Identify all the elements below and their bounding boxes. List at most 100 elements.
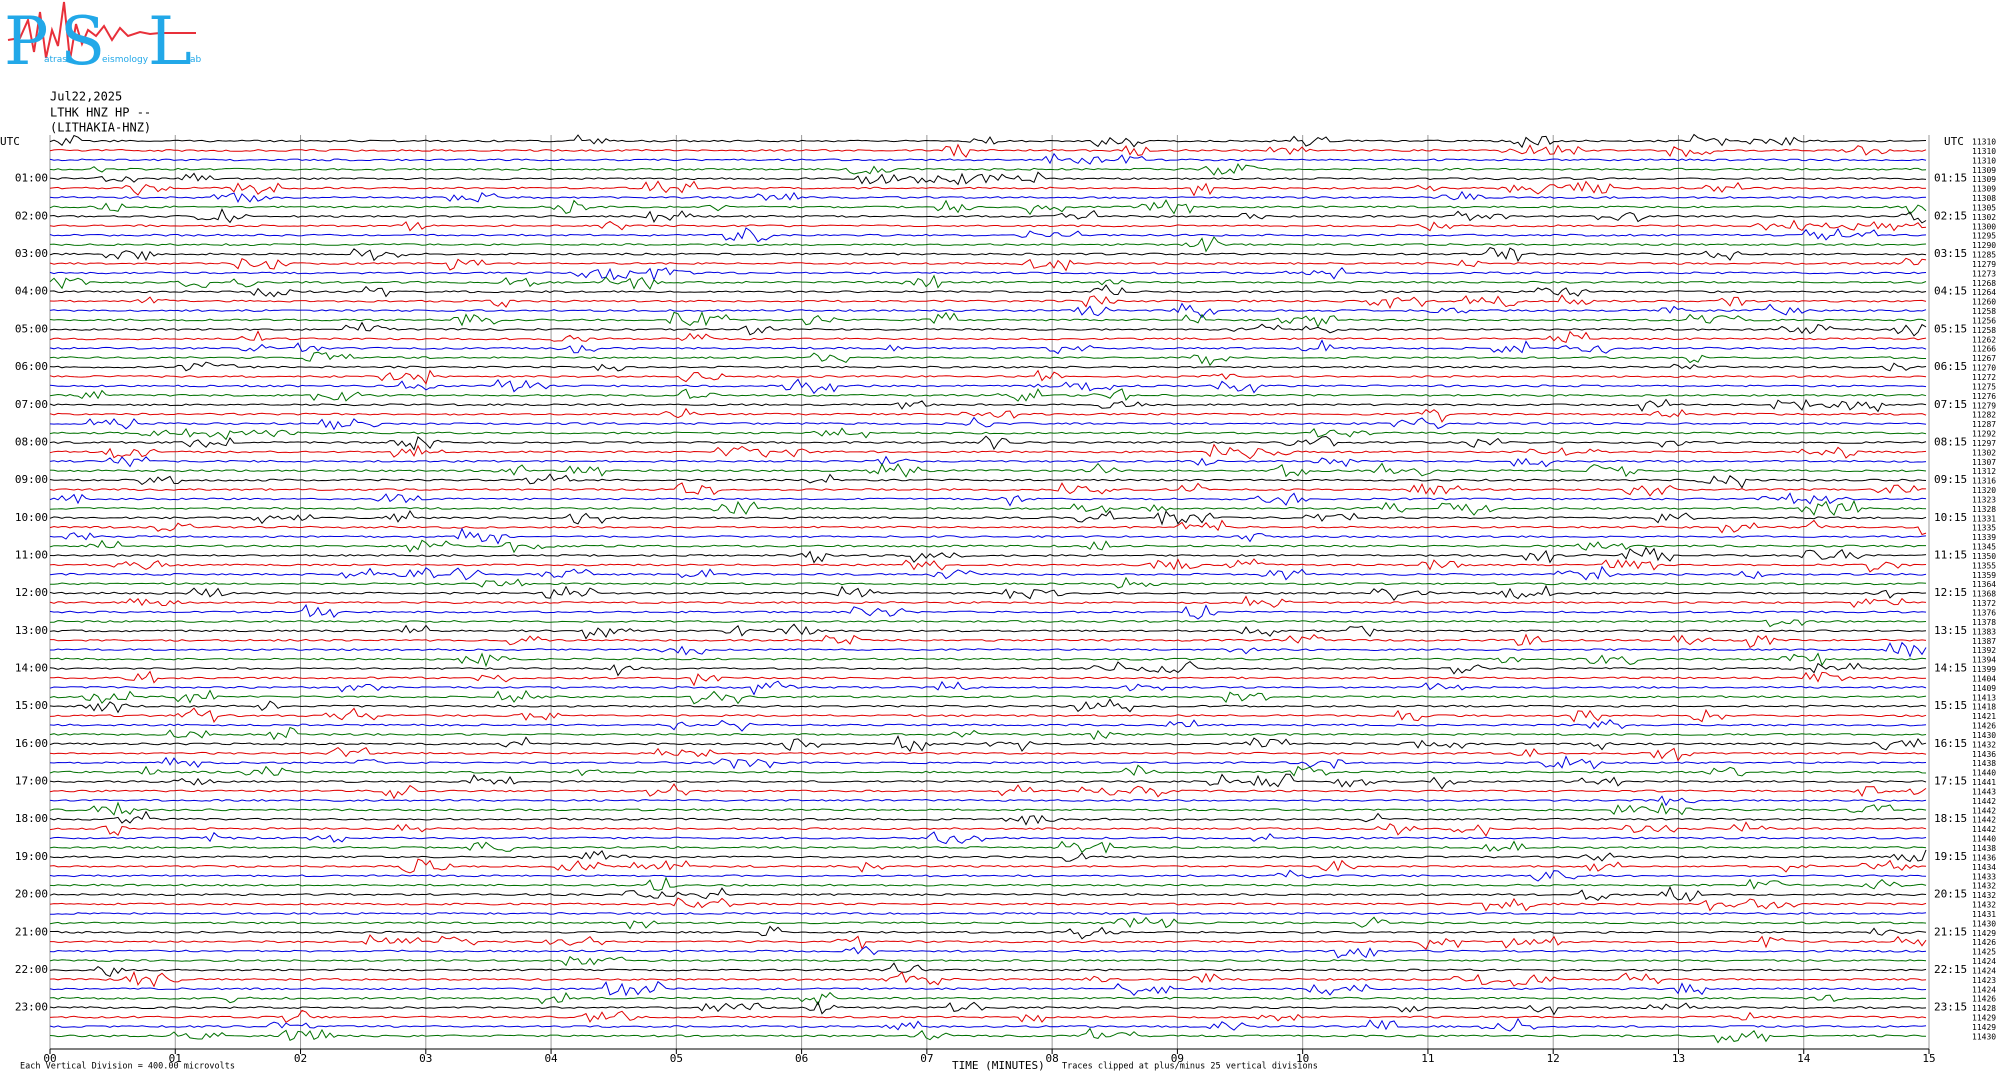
trace — [50, 641, 1927, 658]
left-hour-label: 14:00 — [15, 662, 48, 675]
x-tick-label: 09 — [1171, 1052, 1184, 1065]
trace-count: 11432 — [1972, 740, 1996, 749]
left-hour-label: 03:00 — [15, 247, 48, 260]
trace — [49, 539, 1926, 554]
trace-count: 11433 — [1972, 872, 1996, 881]
trace — [49, 284, 1927, 298]
x-tick-label: 07 — [920, 1052, 933, 1065]
trace — [49, 407, 1927, 423]
trace — [49, 378, 1927, 395]
trace — [49, 821, 1927, 837]
trace-count: 11372 — [1972, 599, 1996, 608]
trace-count: 11350 — [1972, 552, 1996, 561]
trace-count: 11394 — [1972, 656, 1996, 665]
trace-count: 11383 — [1972, 627, 1996, 636]
x-tick-label: 01 — [169, 1052, 182, 1065]
scale-note: Each Vertical Division = 400.00 microvol… — [20, 1062, 235, 1072]
trace — [49, 180, 1927, 197]
trace — [49, 698, 1927, 714]
trace-count: 11287 — [1972, 420, 1996, 429]
trace — [49, 795, 1927, 807]
trace-count: 11302 — [1972, 213, 1996, 222]
trace — [49, 321, 1927, 337]
trace-count: 11273 — [1972, 269, 1996, 278]
x-tick-label: 03 — [419, 1052, 432, 1065]
right-hour-label: 09:15 — [1934, 473, 1967, 486]
left-hour-label: 16:00 — [15, 737, 48, 750]
logo-letter: P — [4, 3, 48, 80]
trace-count: 11404 — [1972, 674, 1996, 683]
trace-count: 11409 — [1972, 684, 1996, 693]
date: Jul22,2025 — [50, 90, 122, 104]
trace-count: 11295 — [1972, 232, 1996, 241]
trace-count: 11345 — [1972, 543, 1996, 552]
trace-count: 11285 — [1972, 251, 1996, 260]
trace — [49, 546, 1927, 564]
trace — [49, 152, 1927, 165]
trace — [49, 897, 1927, 912]
trace — [49, 810, 1927, 826]
logo-word: atras — [44, 55, 67, 65]
trace — [49, 576, 1927, 589]
trace-count: 11443 — [1972, 787, 1996, 796]
right-hour-label: 01:15 — [1934, 172, 1967, 185]
left-hour-label: 10:00 — [15, 511, 48, 524]
trace — [49, 236, 1927, 253]
clip-note: Traces clipped at plus/minus 25 vertical… — [1062, 1062, 1318, 1072]
trace-count: 11258 — [1972, 307, 1996, 316]
trace — [50, 934, 1927, 951]
trace-count: 11331 — [1972, 514, 1996, 523]
trace-count: 11432 — [1972, 901, 1996, 910]
trace — [49, 163, 1927, 176]
x-tick-label: 14 — [1797, 1052, 1811, 1065]
trace-count: 11279 — [1972, 401, 1996, 410]
trace-count: 11359 — [1972, 571, 1996, 580]
trace-count: 11323 — [1972, 495, 1996, 504]
right-hour-label: 19:15 — [1934, 850, 1967, 863]
x-tick-label: 06 — [795, 1052, 808, 1065]
trace-count: 11256 — [1972, 316, 1996, 325]
left-axis-title: UTC — [0, 135, 20, 148]
logo-letter: S — [60, 3, 105, 80]
trace — [49, 980, 1927, 997]
trace-count: 11316 — [1972, 477, 1996, 486]
trace-count: 11312 — [1972, 467, 1996, 476]
x-tick-label: 15 — [1922, 1052, 1935, 1065]
trace — [49, 858, 1927, 874]
trace-count: 11428 — [1972, 1004, 1996, 1013]
trace — [49, 219, 1927, 232]
left-hour-label: 04:00 — [15, 285, 48, 298]
trace — [49, 427, 1927, 441]
trace — [49, 499, 1927, 516]
trace-count: 11440 — [1972, 769, 1996, 778]
x-tick-label: 04 — [544, 1052, 558, 1065]
trace — [49, 247, 1927, 263]
logo-squiggle — [7, 1, 196, 61]
right-hour-label: 15:15 — [1934, 699, 1967, 712]
trace-count: 11290 — [1972, 241, 1996, 250]
trace-count: 11310 — [1972, 138, 1996, 147]
trace — [50, 925, 1927, 940]
left-hour-label: 18:00 — [15, 812, 48, 825]
trace — [49, 267, 1927, 282]
trace-count: 11426 — [1972, 995, 1996, 1004]
trace-count: 11442 — [1972, 797, 1996, 806]
trace-count: 11438 — [1972, 759, 1996, 768]
trace — [49, 199, 1927, 216]
trace-count: 11300 — [1972, 222, 1996, 231]
trace — [49, 257, 1927, 272]
x-tick-label: 00 — [43, 1052, 56, 1065]
trace — [49, 473, 1927, 489]
trace — [49, 190, 1927, 204]
right-hour-label: 04:15 — [1934, 285, 1967, 298]
trace-count: 11421 — [1972, 712, 1996, 721]
trace — [49, 735, 1927, 753]
trace — [49, 1009, 1927, 1023]
trace-count: 11262 — [1972, 335, 1996, 344]
trace-count: 11424 — [1972, 957, 1996, 966]
trace — [49, 208, 1927, 224]
trace-count: 11297 — [1972, 439, 1996, 448]
trace-count: 11430 — [1972, 731, 1996, 740]
trace-count: 11364 — [1972, 580, 1996, 589]
